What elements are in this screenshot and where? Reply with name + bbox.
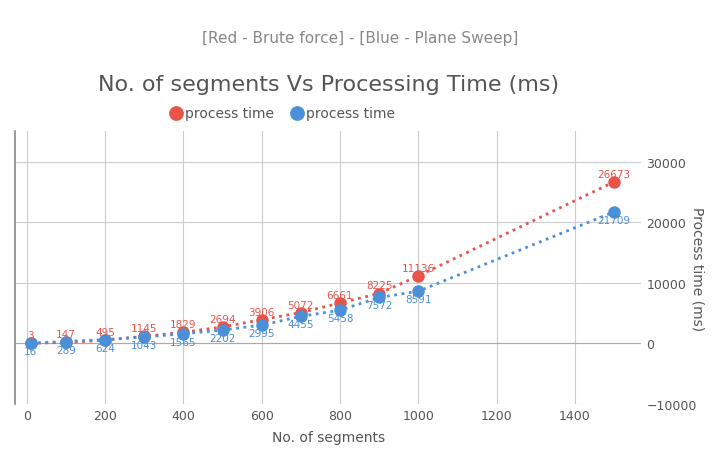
Text: 21709: 21709 (598, 215, 631, 225)
process time (256, 322, 267, 329)
Text: 2995: 2995 (248, 329, 275, 338)
Text: 147: 147 (56, 330, 76, 340)
process time (25, 340, 37, 347)
process time (374, 290, 385, 297)
process time (178, 330, 189, 338)
Text: 3906: 3906 (248, 307, 275, 317)
Text: 2694: 2694 (210, 314, 235, 324)
Text: 11136: 11136 (402, 263, 435, 273)
process time (99, 337, 111, 344)
Text: 8225: 8225 (366, 281, 392, 291)
process time (60, 338, 72, 346)
Text: 289: 289 (56, 345, 76, 355)
Y-axis label: Process time (ms): Process time (ms) (691, 206, 705, 330)
process time (99, 336, 111, 343)
process time (138, 333, 150, 340)
Text: 5458: 5458 (327, 313, 354, 324)
process time (334, 307, 346, 314)
Text: 1145: 1145 (131, 324, 158, 334)
Text: 6661: 6661 (327, 290, 354, 300)
Text: 3: 3 (27, 330, 34, 341)
Text: 2202: 2202 (210, 333, 235, 343)
Text: 4455: 4455 (287, 319, 314, 330)
Text: [Red - Brute force] - [Blue - Plane Sweep]: [Red - Brute force] - [Blue - Plane Swee… (202, 31, 518, 46)
Legend: process time, process time: process time, process time (168, 101, 400, 126)
process time (256, 316, 267, 324)
process time (413, 273, 424, 280)
Text: 1829: 1829 (170, 319, 197, 330)
process time (608, 209, 620, 216)
process time (295, 313, 307, 320)
process time (608, 179, 620, 186)
Text: 26673: 26673 (598, 169, 631, 179)
process time (295, 309, 307, 317)
Text: 8591: 8591 (405, 295, 431, 305)
process time (374, 294, 385, 302)
Text: 624: 624 (95, 343, 115, 353)
Text: 16: 16 (24, 347, 37, 357)
process time (217, 324, 228, 331)
Text: 495: 495 (95, 328, 115, 337)
process time (217, 326, 228, 334)
Text: 7572: 7572 (366, 301, 392, 311)
process time (413, 288, 424, 295)
X-axis label: No. of segments: No. of segments (271, 430, 384, 444)
Text: 1565: 1565 (170, 337, 197, 347)
process time (60, 339, 72, 347)
process time (334, 300, 346, 307)
process time (138, 334, 150, 341)
process time (25, 340, 37, 347)
Title: No. of segments Vs Processing Time (ms): No. of segments Vs Processing Time (ms) (98, 75, 559, 95)
process time (178, 329, 189, 336)
Text: 1043: 1043 (131, 340, 158, 350)
Text: 5072: 5072 (287, 300, 314, 310)
